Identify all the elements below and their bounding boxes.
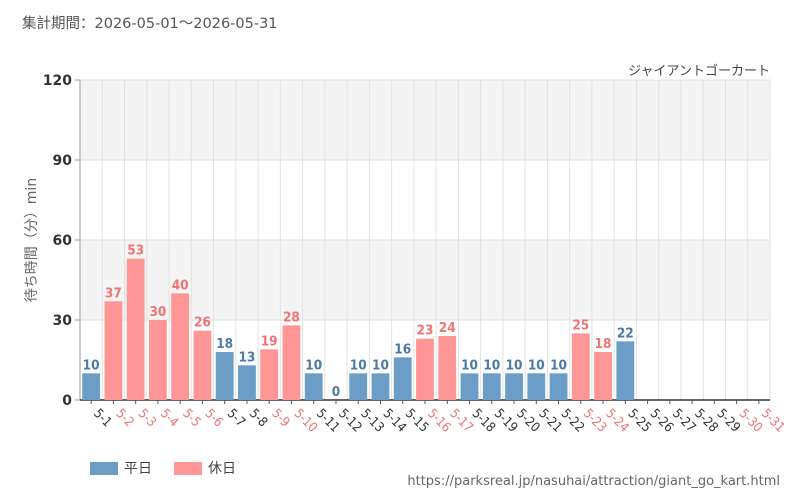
x-tick-label: 5-30 xyxy=(736,406,765,435)
data-label: 10 xyxy=(506,357,523,373)
data-label: 10 xyxy=(483,357,500,373)
source-url: https://parksreal.jp/nasuhai/attraction/… xyxy=(407,474,780,489)
data-label: 26 xyxy=(194,315,211,331)
y-tick-label: 0 xyxy=(62,393,72,409)
bar xyxy=(616,341,635,400)
grid-band xyxy=(80,80,770,160)
x-tick-label: 5-17 xyxy=(446,406,475,435)
data-label: 10 xyxy=(305,357,322,373)
y-tick-label: 90 xyxy=(53,153,73,169)
x-tick-label: 5-3 xyxy=(135,406,159,430)
bar xyxy=(594,352,612,400)
bar xyxy=(505,373,523,400)
bar xyxy=(393,357,412,400)
grid-band xyxy=(80,240,770,320)
x-tick-label: 5-18 xyxy=(469,406,498,435)
data-label: 23 xyxy=(417,323,434,339)
x-tick-label: 5-5 xyxy=(179,406,203,430)
bar xyxy=(260,349,279,400)
data-label: 10 xyxy=(528,357,545,373)
x-tick-label: 5-7 xyxy=(224,406,248,430)
data-label: 22 xyxy=(617,325,634,341)
bar xyxy=(304,373,323,400)
x-tick-label: 5-22 xyxy=(558,406,587,435)
x-tick-label: 5-26 xyxy=(647,406,676,435)
bar xyxy=(371,373,390,400)
bar xyxy=(238,365,256,400)
data-label: 19 xyxy=(261,333,278,349)
x-tick-label: 5-24 xyxy=(602,406,631,435)
data-label: 24 xyxy=(439,320,456,336)
data-label: 10 xyxy=(372,357,389,373)
x-tick-label: 5-19 xyxy=(491,406,520,435)
bar xyxy=(527,373,546,400)
data-label: 18 xyxy=(595,336,612,352)
x-tick-label: 5-1 xyxy=(90,406,114,430)
x-tick-label: 5-4 xyxy=(157,406,181,430)
legend-label-weekday: 平日 xyxy=(124,461,152,477)
x-tick-label: 5-20 xyxy=(513,406,542,435)
x-tick-label: 5-15 xyxy=(402,406,431,435)
bar xyxy=(193,330,212,400)
bar xyxy=(126,258,145,400)
x-tick-label: 5-6 xyxy=(202,406,226,430)
x-tick-label: 5-21 xyxy=(535,406,564,435)
x-tick-label: 5-2 xyxy=(113,406,137,430)
data-label: 10 xyxy=(350,357,367,373)
legend-swatch-holiday xyxy=(174,461,202,475)
bar xyxy=(82,373,101,400)
x-tick-label: 5-25 xyxy=(624,406,653,435)
data-label: 25 xyxy=(572,317,589,333)
data-label: 30 xyxy=(149,304,166,320)
data-label: 10 xyxy=(83,357,100,373)
x-tick-label: 5-9 xyxy=(268,406,292,430)
legend-label-holiday: 休日 xyxy=(208,461,236,477)
data-label: 0 xyxy=(332,384,340,400)
data-label: 28 xyxy=(283,309,300,325)
bar xyxy=(416,338,434,400)
bar xyxy=(482,373,501,400)
x-tick-label: 5-13 xyxy=(357,406,386,435)
bar xyxy=(571,333,590,400)
bar xyxy=(349,373,368,400)
y-tick-label: 120 xyxy=(43,73,72,89)
x-tick-label: 5-12 xyxy=(335,406,364,435)
bar xyxy=(460,373,479,400)
x-tick-label: 5-11 xyxy=(313,406,342,435)
data-label: 18 xyxy=(216,336,233,352)
attraction-name: ジャイアントゴーカート xyxy=(628,64,770,79)
collection-period: 集計期間：2026-05-01～2026-05-31 xyxy=(22,16,278,32)
y-tick-label: 60 xyxy=(53,233,73,249)
bar xyxy=(549,373,568,400)
bar xyxy=(282,325,301,400)
data-label: 10 xyxy=(461,357,478,373)
x-tick-label: 5-16 xyxy=(424,406,453,435)
bar xyxy=(104,301,123,400)
bar xyxy=(171,293,190,400)
bar xyxy=(149,320,167,400)
data-label: 37 xyxy=(105,285,122,301)
data-label: 13 xyxy=(238,349,255,365)
bar xyxy=(438,336,457,400)
x-tick-label: 5-27 xyxy=(669,406,698,435)
x-tick-label: 5-14 xyxy=(380,406,409,435)
data-label: 40 xyxy=(172,277,189,293)
bar xyxy=(215,352,234,400)
legend-item-weekday: 平日 xyxy=(90,458,152,478)
legend: 平日 休日 xyxy=(90,458,258,478)
data-label: 16 xyxy=(394,341,411,357)
data-label: 10 xyxy=(550,357,567,373)
x-tick-label: 5-28 xyxy=(691,406,720,435)
y-tick-label: 30 xyxy=(53,313,73,329)
x-tick-label: 5-31 xyxy=(758,406,787,435)
x-tick-label: 5-23 xyxy=(580,406,609,435)
legend-item-holiday: 休日 xyxy=(174,458,236,478)
legend-swatch-weekday xyxy=(90,461,118,475)
x-tick-label: 5-10 xyxy=(291,406,320,435)
x-tick-label: 5-8 xyxy=(246,406,270,430)
data-label: 53 xyxy=(127,243,144,259)
x-tick-label: 5-29 xyxy=(714,406,743,435)
